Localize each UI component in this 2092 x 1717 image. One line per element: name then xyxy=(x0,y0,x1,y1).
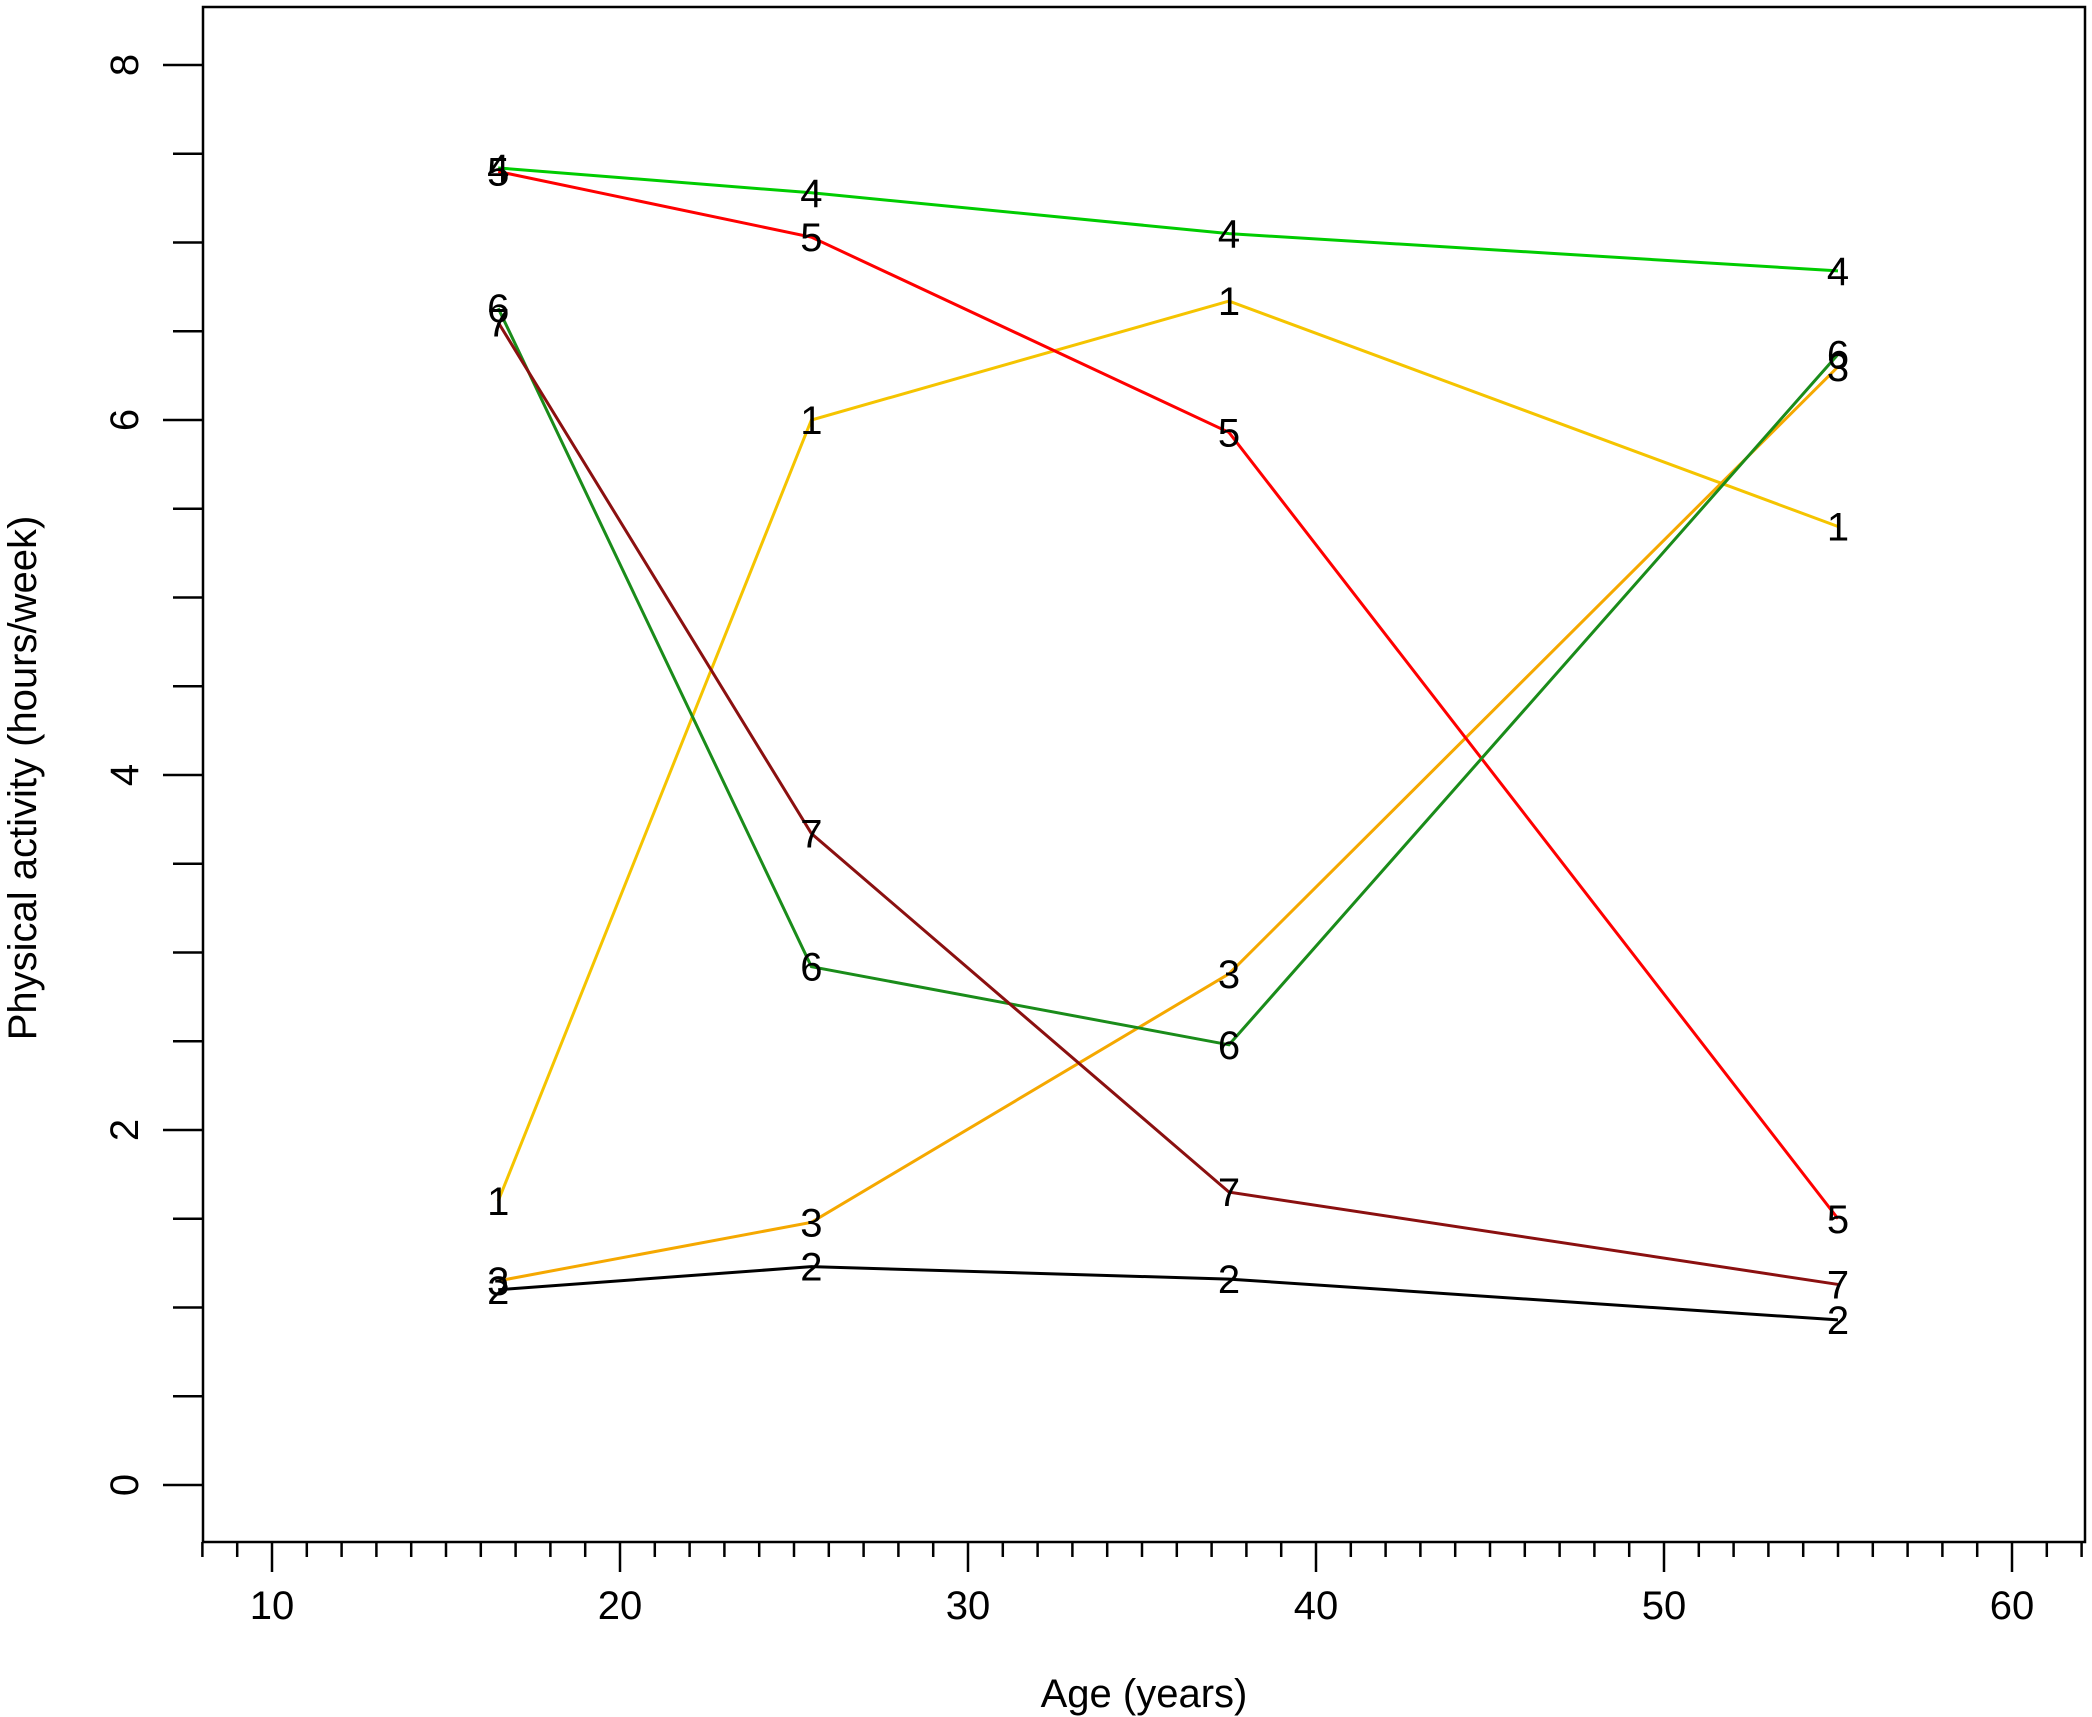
point-label-6: 6 xyxy=(1218,1024,1240,1068)
series-line-5 xyxy=(497,170,1840,1220)
point-label-5: 5 xyxy=(487,151,509,195)
series-lines xyxy=(496,166,1840,1322)
x-tick-label: 60 xyxy=(1990,1584,2035,1628)
point-label-6: 6 xyxy=(487,287,509,331)
point-label-4: 4 xyxy=(487,147,509,191)
point-label-5: 5 xyxy=(1218,411,1240,455)
point-label-3: 3 xyxy=(1218,953,1240,997)
point-label-5: 5 xyxy=(800,216,822,260)
series-line-3 xyxy=(497,365,1840,1283)
point-label-2: 2 xyxy=(1218,1258,1240,1302)
point-label-3: 3 xyxy=(1827,346,1849,390)
x-axis-title: Age (years) xyxy=(1041,1672,1248,1716)
x-tick-label: 20 xyxy=(598,1584,643,1628)
point-label-7: 7 xyxy=(1218,1171,1240,1215)
series-line-2 xyxy=(498,1265,1839,1322)
y-tick-label: 8 xyxy=(103,54,147,76)
series-line-1 xyxy=(496,299,1839,1202)
point-label-2: 2 xyxy=(800,1246,822,1290)
point-label-7: 7 xyxy=(800,813,822,857)
point-label-4: 4 xyxy=(800,172,822,216)
point-label-6: 6 xyxy=(1827,333,1849,377)
point-label-1: 1 xyxy=(487,1180,509,1224)
point-label-4: 4 xyxy=(1827,250,1849,294)
point-label-4: 4 xyxy=(1218,213,1240,257)
point-label-7: 7 xyxy=(1827,1263,1849,1307)
x-tick-label: 30 xyxy=(946,1584,991,1628)
y-axis-title: Physical activity (hours/week) xyxy=(1,516,45,1041)
x-tick-label: 50 xyxy=(1642,1584,1687,1628)
point-label-5: 5 xyxy=(1827,1198,1849,1242)
y-tick-label: 2 xyxy=(103,1119,147,1141)
point-label-1: 1 xyxy=(1218,280,1240,324)
x-axis: 10 20 30 40 50 60 xyxy=(201,1542,2083,1628)
x-tick-label: 40 xyxy=(1294,1584,1339,1628)
series-line-6 xyxy=(496,307,1840,1047)
y-tick-label: 4 xyxy=(103,764,147,786)
point-label-2: 2 xyxy=(1827,1299,1849,1343)
x-tick-label: 10 xyxy=(250,1584,295,1628)
point-label-7: 7 xyxy=(487,301,509,345)
y-axis: 0 2 4 6 8 xyxy=(103,54,203,1496)
point-label-6: 6 xyxy=(800,946,822,990)
series-line-4 xyxy=(498,166,1839,273)
point-label-3: 3 xyxy=(800,1201,822,1245)
point-label-3: 3 xyxy=(487,1260,509,1304)
plot-box xyxy=(201,5,2087,1544)
series-line-7 xyxy=(496,321,1839,1286)
y-tick-label: 0 xyxy=(103,1474,147,1496)
point-label-2: 2 xyxy=(487,1269,509,1313)
point-label-1: 1 xyxy=(1827,506,1849,550)
y-tick-label: 6 xyxy=(103,409,147,431)
point-label-1: 1 xyxy=(800,399,822,443)
